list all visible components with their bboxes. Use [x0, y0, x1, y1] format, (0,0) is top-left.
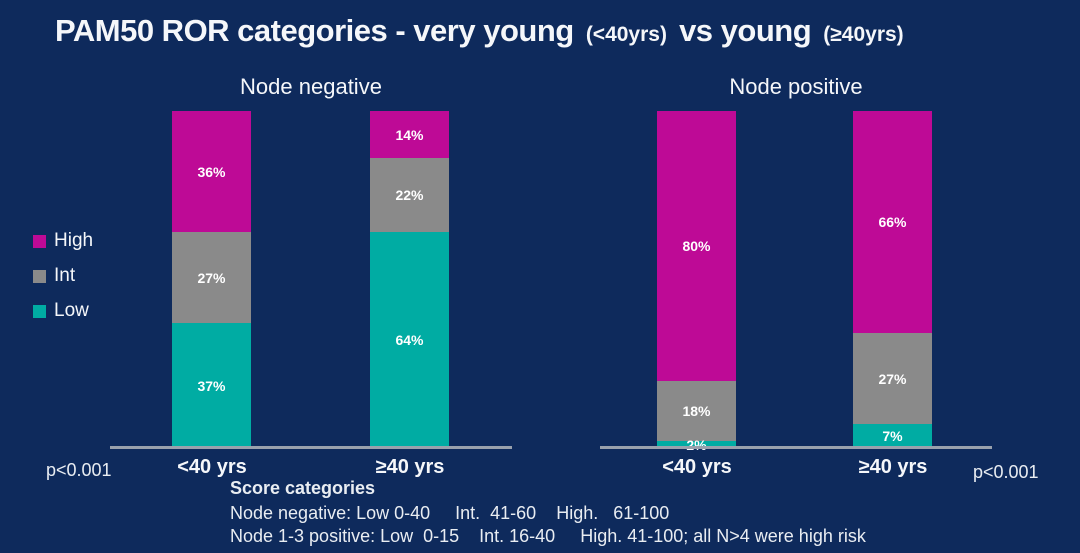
legend-swatch-low-icon	[33, 304, 46, 318]
footnote-line-node-negative: Node negative: Low 0-40 Int. 41-60 High.…	[230, 503, 670, 523]
bar-segment-low: 37%	[172, 323, 251, 448]
legend-label-int: Int	[54, 265, 76, 286]
bar-node-negative-over40: 14% 22% 64%	[370, 111, 449, 448]
footnote-heading: Score categories	[230, 478, 376, 498]
bar-segment-int: 27%	[172, 232, 251, 324]
bar-node-positive-over40: 66% 27% 7%	[853, 111, 932, 448]
legend-item-low: Low	[33, 300, 93, 321]
legend-label-high: High	[54, 230, 94, 251]
x-axis-node-positive	[600, 446, 992, 449]
title-age-young: (≥40yrs)	[823, 23, 904, 46]
chart-title-node-positive: Node positive	[729, 74, 863, 99]
bar-segment-high: 14%	[370, 111, 449, 159]
footnote-line-node-positive: Node 1-3 positive: Low 0-15 Int. 16-40 H…	[230, 526, 866, 546]
legend-item-int: Int	[33, 265, 93, 286]
slide-title: PAM50 ROR categories - very young (<40yr…	[55, 13, 908, 49]
p-value-node-negative: p<0.001	[46, 460, 112, 480]
legend: High Int Low	[33, 230, 94, 336]
bar-segment-low: 7%	[853, 424, 932, 448]
x-axis-node-negative	[110, 446, 512, 449]
bar-segment-int: 18%	[657, 380, 736, 442]
tick-node-negative-over40: ≥40 yrs	[375, 456, 445, 478]
bar-segment-int: 22%	[370, 158, 449, 233]
bar-segment-high: 80%	[657, 111, 736, 381]
title-vs-young: vs young	[670, 13, 820, 48]
legend-item-high: High	[33, 230, 94, 251]
bar-segment-int: 27%	[853, 333, 932, 425]
tick-node-positive-over40: ≥40 yrs	[858, 456, 928, 478]
legend-label-low: Low	[54, 300, 89, 321]
bar-segment-high: 66%	[853, 111, 932, 334]
bar-segment-high: 36%	[172, 111, 251, 233]
tick-node-negative-under40: <40 yrs	[177, 456, 247, 478]
p-value-node-positive: p<0.001	[973, 462, 1039, 482]
tick-node-positive-under40: <40 yrs	[662, 456, 732, 478]
bar-segment-low: 64%	[370, 232, 449, 448]
footnote: Score categories Node negative: Low 0-40…	[230, 478, 866, 548]
legend-swatch-int-icon	[33, 269, 46, 283]
legend-swatch-high-icon	[33, 234, 46, 248]
title-age-very-young: (<40yrs)	[585, 23, 667, 46]
bar-node-positive-under40: 80% 18% 2%	[657, 111, 736, 452]
title-main: PAM50 ROR categories - very young	[55, 13, 582, 48]
chart-title-node-negative: Node negative	[240, 74, 382, 99]
bar-node-negative-under40: 36% 27% 37%	[172, 111, 251, 448]
